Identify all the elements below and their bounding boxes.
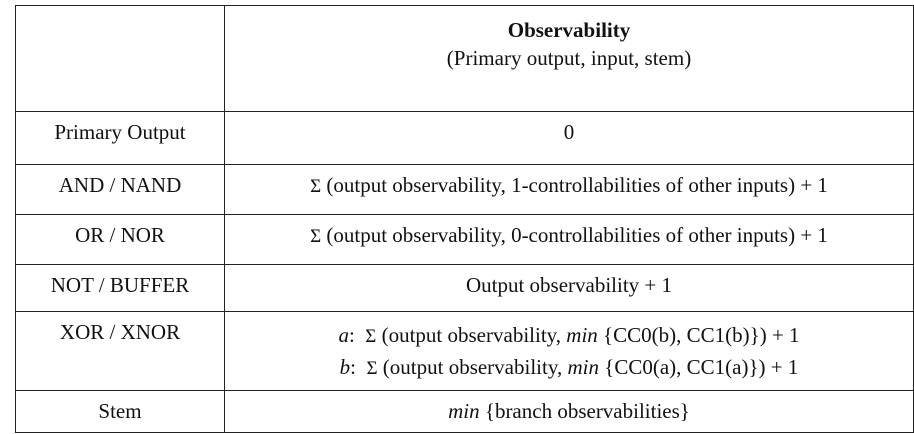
sigma-symbol: Σ (310, 226, 322, 247)
row-value: 0 (224, 111, 914, 165)
header-empty-cell (15, 5, 225, 112)
column-subtitle: (Primary output, input, stem) (446, 46, 692, 70)
formula-text: (output observability, 0-controllabiliti… (326, 223, 828, 247)
row-label: Stem (15, 390, 225, 433)
sigma-symbol: Σ (310, 176, 322, 197)
row-label: XOR / XNOR (15, 311, 225, 391)
row-value: min {branch observabilities} (224, 390, 914, 433)
row-value: Σ (output observability, 0-controllabili… (224, 214, 914, 265)
column-title: Observability (507, 18, 631, 42)
formula-line-a: a: Σ (output observability, min {CC0(b),… (338, 323, 800, 347)
table-row: AND / NAND Σ (output observability, 1-co… (15, 164, 914, 215)
row-label: OR / NOR (15, 214, 225, 265)
formula-text: {branch observabilities} (484, 399, 690, 423)
formula-text: (output observability, 1-controllabiliti… (326, 173, 828, 197)
table-row: OR / NOR Σ (output observability, 0-cont… (15, 214, 914, 265)
row-value: Output observability + 1 (224, 264, 914, 312)
row-value: Σ (output observability, 1-controllabili… (224, 164, 914, 215)
table-row: XOR / XNOR a: Σ (output observability, m… (15, 311, 914, 391)
table-row: Stem min {branch observabilities} (15, 390, 914, 433)
observability-table: Observability (Primary output, input, st… (15, 5, 914, 433)
table-row: NOT / BUFFER Output observability + 1 (15, 264, 914, 312)
min-operator: min (448, 399, 480, 423)
table-row: Primary Output 0 (15, 111, 914, 165)
row-value: a: Σ (output observability, min {CC0(b),… (224, 311, 914, 391)
header-cell: Observability (Primary output, input, st… (224, 5, 914, 112)
formula-line-b: b: Σ (output observability, min {CC0(a),… (339, 355, 799, 379)
row-label: NOT / BUFFER (15, 264, 225, 312)
row-label: AND / NAND (15, 164, 225, 215)
row-label: Primary Output (15, 111, 225, 165)
header-row: Observability (Primary output, input, st… (15, 5, 914, 112)
